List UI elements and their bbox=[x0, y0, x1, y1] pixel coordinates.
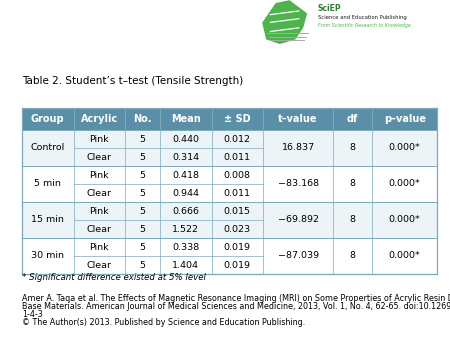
Bar bbox=[22, 108, 437, 130]
Text: Acrylic: Acrylic bbox=[81, 114, 118, 124]
Text: 0.019: 0.019 bbox=[224, 261, 251, 269]
Text: Pink: Pink bbox=[90, 207, 109, 216]
Text: Pink: Pink bbox=[90, 242, 109, 251]
Text: Clear: Clear bbox=[87, 189, 112, 197]
Text: Group: Group bbox=[31, 114, 65, 124]
Text: SciEP: SciEP bbox=[318, 4, 341, 13]
Text: Mean: Mean bbox=[171, 114, 201, 124]
Text: 0.000*: 0.000* bbox=[389, 144, 421, 152]
Text: Table 2. Student’s t–test (Tensile Strength): Table 2. Student’s t–test (Tensile Stren… bbox=[22, 76, 243, 86]
Bar bbox=[22, 130, 437, 166]
Text: −87.039: −87.039 bbox=[278, 251, 319, 261]
Text: 0.011: 0.011 bbox=[224, 152, 251, 162]
Text: 1-4-3: 1-4-3 bbox=[22, 310, 43, 319]
Text: Clear: Clear bbox=[87, 224, 112, 234]
Text: © The Author(s) 2013. Published by Science and Education Publishing.: © The Author(s) 2013. Published by Scien… bbox=[22, 318, 305, 327]
Text: 5: 5 bbox=[140, 189, 145, 197]
Text: 0.314: 0.314 bbox=[172, 152, 199, 162]
Text: 5: 5 bbox=[140, 135, 145, 144]
Text: 5: 5 bbox=[140, 242, 145, 251]
Text: 1.404: 1.404 bbox=[172, 261, 199, 269]
Text: 0.023: 0.023 bbox=[224, 224, 251, 234]
Text: 8: 8 bbox=[350, 144, 356, 152]
Text: 5: 5 bbox=[140, 261, 145, 269]
Text: 5: 5 bbox=[140, 224, 145, 234]
Text: −83.168: −83.168 bbox=[278, 179, 319, 189]
Text: 0.000*: 0.000* bbox=[389, 251, 421, 261]
Text: df: df bbox=[347, 114, 358, 124]
Text: p–value: p–value bbox=[384, 114, 426, 124]
Text: Pink: Pink bbox=[90, 170, 109, 179]
Text: ± SD: ± SD bbox=[224, 114, 251, 124]
Text: Base Materials. American Journal of Medical Sciences and Medicine, 2013, Vol. 1,: Base Materials. American Journal of Medi… bbox=[22, 302, 450, 311]
Text: 0.011: 0.011 bbox=[224, 189, 251, 197]
Text: 0.000*: 0.000* bbox=[389, 179, 421, 189]
Text: 0.666: 0.666 bbox=[172, 207, 199, 216]
Text: 0.000*: 0.000* bbox=[389, 216, 421, 224]
Text: Control: Control bbox=[31, 144, 65, 152]
Text: 0.440: 0.440 bbox=[172, 135, 199, 144]
Text: Clear: Clear bbox=[87, 152, 112, 162]
Text: 0.338: 0.338 bbox=[172, 242, 199, 251]
Text: 8: 8 bbox=[350, 251, 356, 261]
Text: 0.008: 0.008 bbox=[224, 170, 251, 179]
Bar bbox=[22, 238, 437, 274]
Text: 1.522: 1.522 bbox=[172, 224, 199, 234]
Text: From Scientific Research to Knowledge: From Scientific Research to Knowledge bbox=[318, 23, 410, 28]
Bar bbox=[22, 202, 437, 238]
Text: 0.418: 0.418 bbox=[172, 170, 199, 179]
Text: 8: 8 bbox=[350, 179, 356, 189]
Text: 5 min: 5 min bbox=[34, 179, 61, 189]
Bar bbox=[22, 166, 437, 202]
Text: 5: 5 bbox=[140, 152, 145, 162]
Text: Clear: Clear bbox=[87, 261, 112, 269]
Text: Amer A. Taqa et al. The Effects of Magnetic Resonance Imaging (MRI) on Some Prop: Amer A. Taqa et al. The Effects of Magne… bbox=[22, 294, 450, 303]
Polygon shape bbox=[263, 1, 306, 43]
Text: 30 min: 30 min bbox=[31, 251, 64, 261]
Text: 0.019: 0.019 bbox=[224, 242, 251, 251]
Text: 5: 5 bbox=[140, 207, 145, 216]
Text: 0.944: 0.944 bbox=[172, 189, 199, 197]
Text: 8: 8 bbox=[350, 216, 356, 224]
Text: 5: 5 bbox=[140, 170, 145, 179]
Text: 16.837: 16.837 bbox=[282, 144, 315, 152]
Text: 15 min: 15 min bbox=[32, 216, 64, 224]
Text: Pink: Pink bbox=[90, 135, 109, 144]
Text: −69.892: −69.892 bbox=[278, 216, 319, 224]
Text: Science and Education Publishing: Science and Education Publishing bbox=[318, 15, 406, 20]
Text: t–value: t–value bbox=[279, 114, 318, 124]
Text: No.: No. bbox=[133, 114, 152, 124]
Text: 0.012: 0.012 bbox=[224, 135, 251, 144]
Text: 0.015: 0.015 bbox=[224, 207, 251, 216]
Text: * Significant difference existed at 5% level: * Significant difference existed at 5% l… bbox=[22, 273, 206, 282]
